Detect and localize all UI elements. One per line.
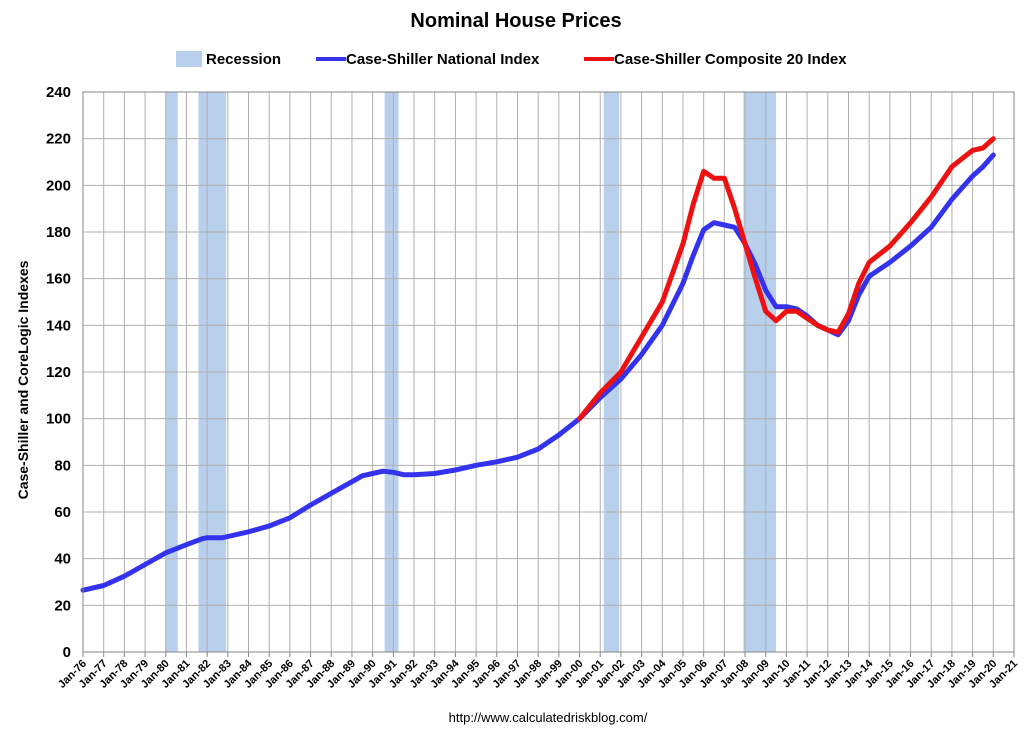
y-axis-label: Case-Shiller and CoreLogic Indexes [15, 260, 31, 499]
series-lines [80, 136, 996, 593]
y-tick-label: 60 [54, 504, 71, 521]
y-tick-label: 20 [54, 597, 71, 614]
chart-title: Nominal House Prices [410, 10, 621, 32]
legend-label-recession: Recession [206, 51, 281, 68]
y-axis-ticks: 0 20 40 60 80 100 120 140 160 180 200 220 240 [46, 84, 71, 661]
y-tick-label: 80 [54, 457, 71, 474]
y-tick-label: 40 [54, 551, 71, 568]
legend-label-composite: Case-Shiller Composite 20 Index [614, 51, 847, 68]
y-tick-label: 120 [46, 364, 71, 381]
legend-label-national: Case-Shiller National Index [346, 51, 540, 68]
y-tick-label: 140 [46, 317, 71, 334]
y-tick-label: 240 [46, 84, 71, 101]
y-tick-label: 220 [46, 131, 71, 148]
plot-frame [82, 91, 1015, 653]
y-tick-label: 180 [46, 224, 71, 241]
legend-swatch-recession [176, 51, 202, 67]
y-tick-label: 160 [46, 271, 71, 288]
y-tick-label: 0 [63, 644, 71, 661]
y-tick-label: 200 [46, 177, 71, 194]
legend: Recession Case-Shiller National Index Ca… [176, 51, 847, 68]
y-tick-label: 100 [46, 411, 71, 428]
source-url: http://www.calculatedriskblog.com/ [449, 710, 648, 725]
series-line-composite20 [577, 136, 996, 422]
x-axis-ticks: Jan-76Jan-77Jan-78Jan-79Jan-80Jan-81Jan-… [56, 652, 1020, 691]
gridlines [82, 91, 1015, 653]
